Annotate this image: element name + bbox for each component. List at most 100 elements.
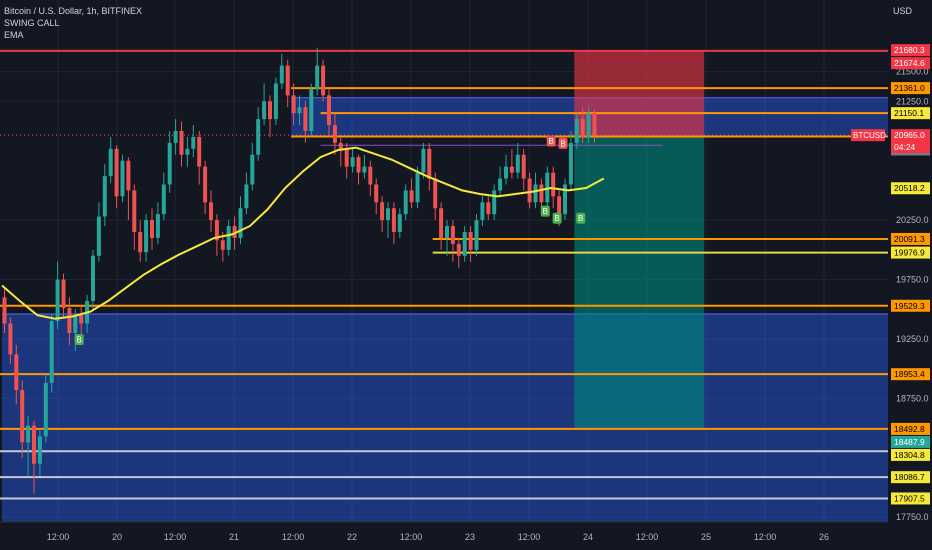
candle-body: [268, 101, 272, 120]
x-tick-label: 12:00: [518, 532, 541, 542]
candle-body: [209, 202, 213, 221]
x-tick-label: 24: [583, 532, 593, 542]
x-tick-label: 25: [701, 532, 711, 542]
x-tick-label: 23: [465, 532, 475, 542]
candle-body: [167, 142, 172, 185]
price-label: 18953.4: [894, 369, 925, 379]
indicator-ema[interactable]: EMA: [4, 30, 24, 40]
candle-body: [592, 113, 597, 136]
candle-body: [445, 226, 449, 238]
candle-body: [14, 354, 19, 391]
x-tick-label: 12:00: [400, 532, 423, 542]
candle-body: [327, 95, 331, 126]
candle-body: [91, 255, 95, 301]
candle-body: [26, 425, 31, 443]
symbol-title[interactable]: Bitcoin / U.S. Dollar, 1h, BITFINEX: [4, 6, 143, 16]
candle-body: [250, 154, 255, 185]
candle-body: [527, 178, 532, 203]
candle-body: [256, 119, 261, 155]
candle-body: [49, 321, 54, 383]
x-tick-label: 22: [347, 532, 357, 542]
y-tick-label: 21500.0: [896, 67, 929, 77]
candle-body: [403, 190, 408, 215]
candle-body: [132, 190, 137, 232]
demand-zone: [2, 313, 888, 526]
x-tick-label: 12:00: [164, 532, 187, 542]
candle-body: [55, 279, 60, 322]
chart-legend: Bitcoin / U.S. Dollar, 1h, BITFINEX SWIN…: [4, 5, 142, 41]
indicator-swing-call[interactable]: SWING CALL: [4, 18, 60, 28]
candle-body: [521, 154, 526, 179]
x-tick-label: 21: [229, 532, 239, 542]
y-tick-label: 19750.0: [896, 275, 929, 285]
time-axis[interactable]: 12:00 20 12:00 21 12:00 22 12:00 23 12:00 24 12:00…: [0, 521, 888, 550]
candle-body: [450, 226, 455, 244]
candle-body: [350, 157, 355, 167]
price-label: 18492.8: [894, 424, 925, 434]
candle-body: [185, 148, 190, 155]
candle-body: [20, 390, 25, 443]
candle-body: [344, 148, 349, 167]
price-label-box: [891, 182, 930, 195]
candle-body: [315, 65, 320, 90]
price-label: 20518.2: [894, 183, 925, 193]
last-price-box: [891, 129, 930, 154]
candle-body: [120, 160, 125, 197]
signal-markers: BBB BB B: [74, 135, 586, 345]
candle-body: [61, 279, 66, 309]
candle-body: [391, 208, 396, 232]
candle-body: [220, 240, 225, 250]
price-label: 18304.8: [894, 450, 925, 460]
y-tick-label: 21250.0: [896, 96, 929, 106]
candle-body: [486, 202, 491, 215]
price-label-box: [891, 246, 930, 259]
candle-body: [586, 113, 591, 137]
candle-body: [309, 89, 314, 131]
candle-body: [279, 65, 284, 84]
price-label: 20091.3: [894, 234, 925, 244]
candle-body: [197, 136, 202, 167]
candle-body: [374, 184, 379, 203]
signal-label: B: [77, 335, 82, 344]
y-tick-label: 18750.0: [896, 393, 929, 403]
price-axis[interactable]: USD 21500.0 21250.0 20250.0 19750.0 19250.0 18…: [851, 0, 932, 550]
price-label: 19976.9: [894, 248, 925, 258]
candle-body: [415, 172, 420, 203]
candles: [2, 47, 597, 494]
last-price-label: 20965.0: [894, 130, 925, 140]
countdown-label: 04:24: [894, 142, 916, 152]
candle-body: [179, 131, 184, 155]
candle-body: [474, 220, 479, 250]
price-label: 18086.7: [894, 472, 925, 482]
signal-label: B: [549, 137, 554, 146]
candle-body: [433, 178, 438, 209]
candle-body: [338, 142, 343, 149]
price-label-box: [891, 299, 930, 312]
price-label-box: [891, 435, 930, 448]
candle-body: [150, 220, 154, 238]
price-label-box: [891, 492, 930, 505]
candle-body: [321, 65, 326, 96]
candle-body: [515, 154, 520, 173]
price-label-box: [891, 107, 930, 120]
candle-body: [380, 202, 385, 221]
candle-body: [480, 202, 485, 221]
buy-signal-marker: [540, 205, 550, 217]
candle-body: [96, 216, 101, 256]
candle-body: [232, 226, 237, 238]
candle-body: [73, 315, 78, 333]
price-label: 21361.0: [894, 83, 925, 93]
candle-body: [155, 214, 160, 238]
currency-label: USD: [893, 6, 913, 16]
x-tick-label: 26: [819, 532, 829, 542]
candle-body: [492, 190, 497, 215]
candle-body: [362, 166, 367, 173]
candle-body: [468, 232, 473, 250]
buy-signal-marker: [74, 333, 84, 345]
sell-signal-marker: [558, 137, 568, 149]
signal-label: B: [554, 214, 559, 223]
horizontal-levels[interactable]: [0, 49, 888, 500]
candle-body: [67, 308, 72, 333]
price-label-box: [891, 57, 930, 70]
